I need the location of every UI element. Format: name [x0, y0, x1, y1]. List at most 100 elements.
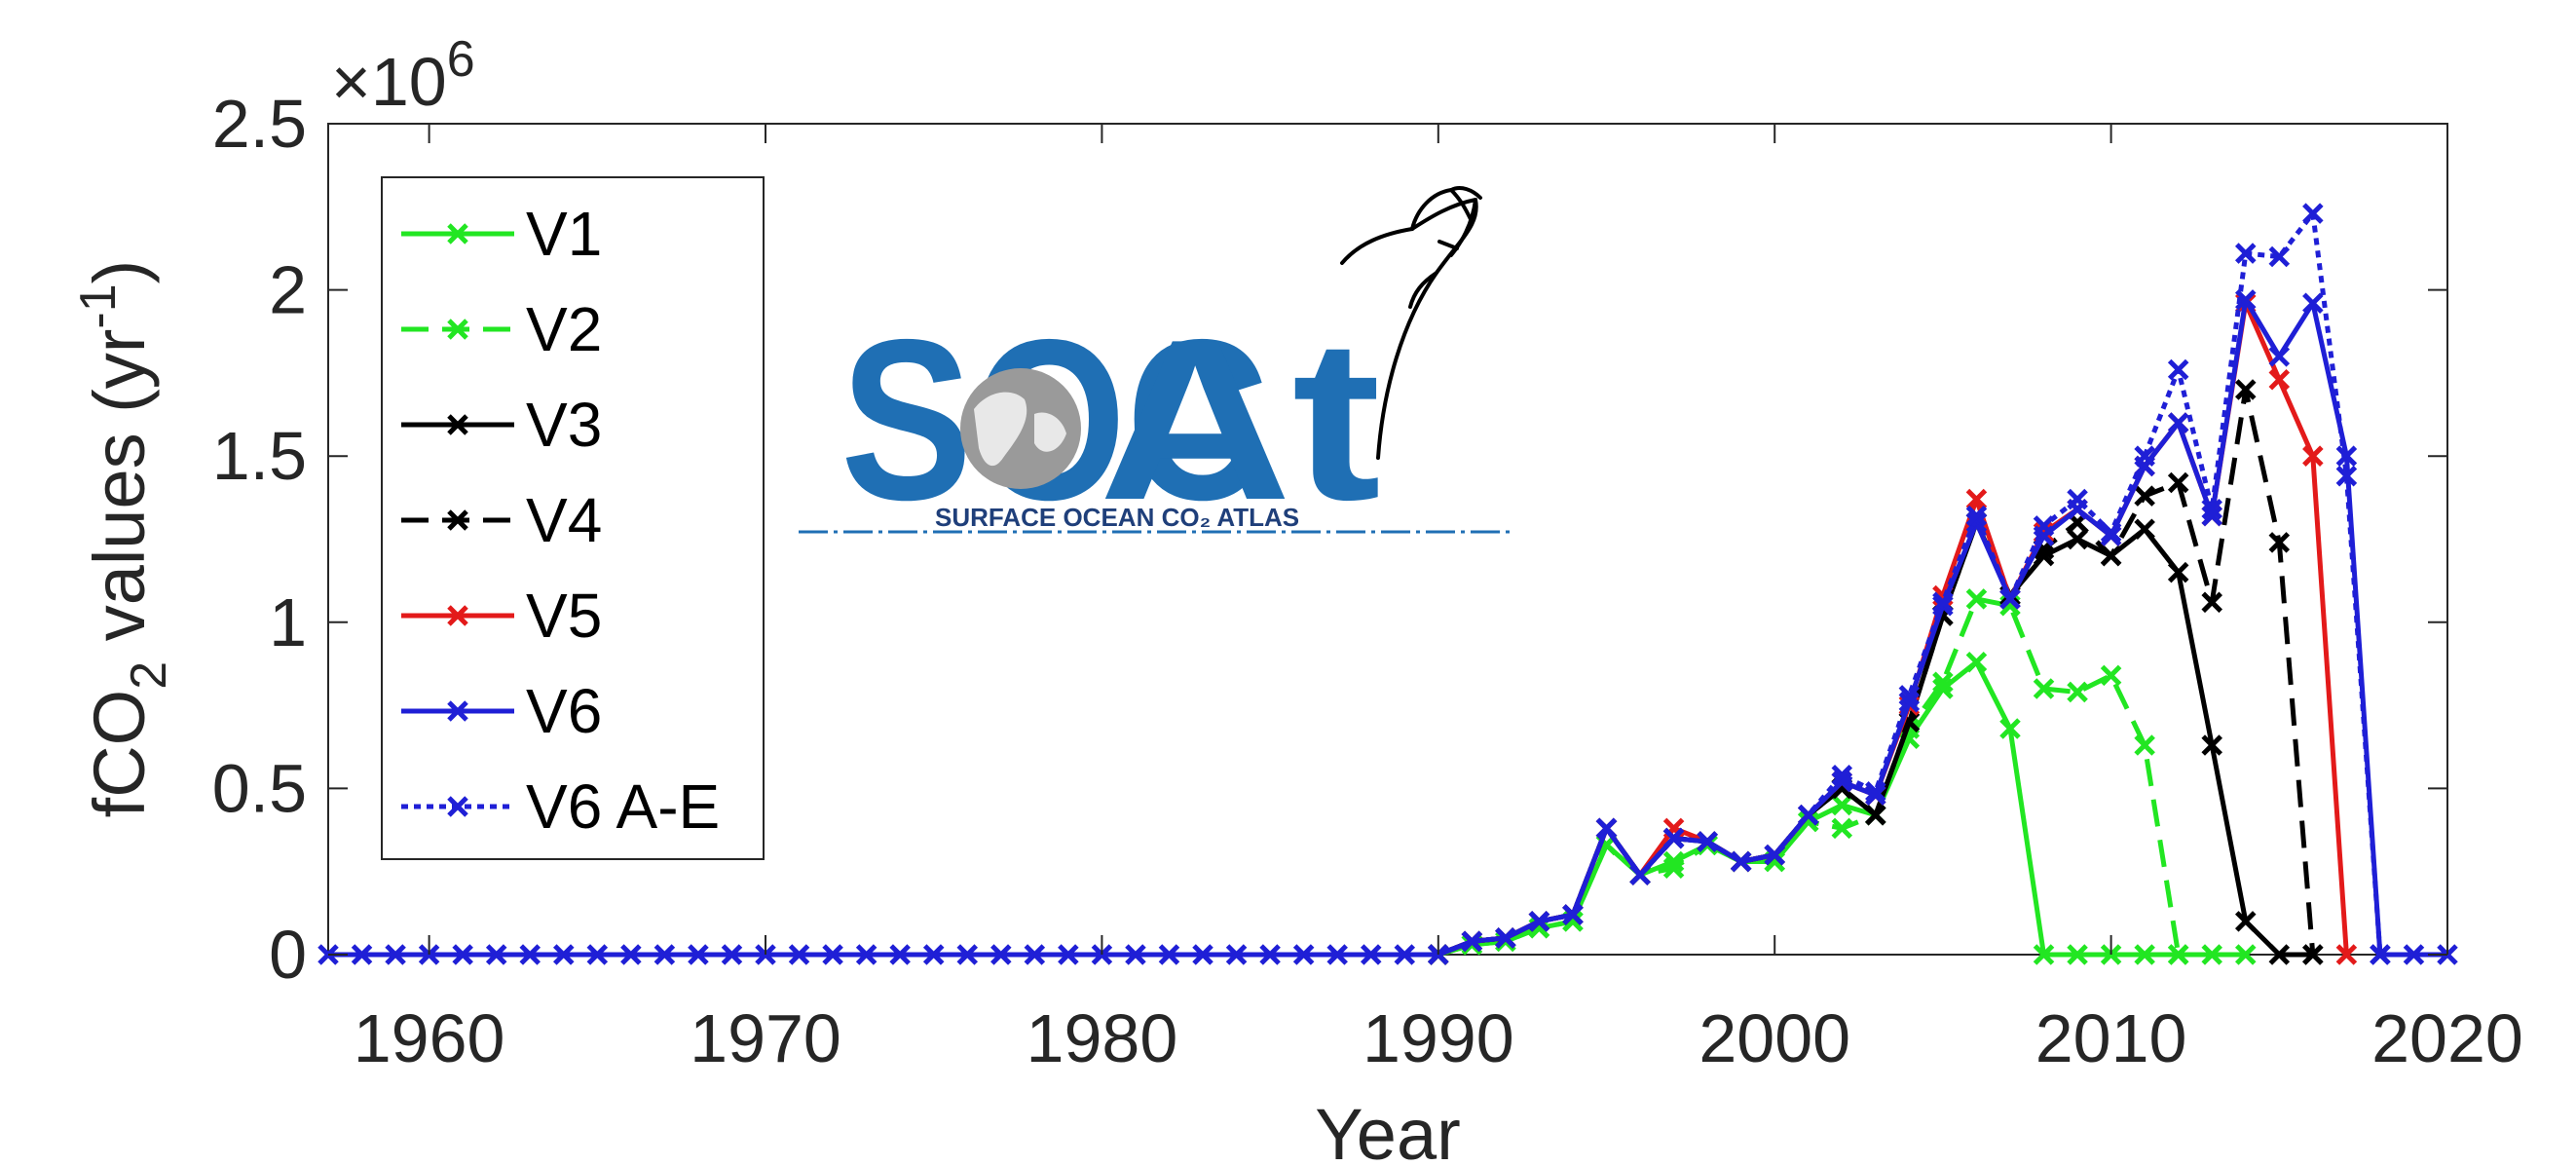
data-point	[2234, 289, 2257, 311]
data-point	[1697, 831, 1718, 852]
data-point	[688, 944, 709, 965]
y-tick-label: 1	[269, 584, 307, 660]
x-tick-label: 2010	[2035, 1000, 2187, 1076]
data-point	[1562, 904, 1584, 925]
data-point	[855, 944, 877, 965]
data-point	[351, 944, 373, 965]
data-point	[1999, 588, 2021, 610]
data-point	[586, 944, 609, 965]
data-point	[2268, 944, 2291, 965]
data-point	[2302, 292, 2324, 315]
data-point	[1192, 944, 1213, 965]
data-point	[2033, 944, 2055, 965]
x-tick-label: 2000	[1699, 1000, 1850, 1076]
data-point	[452, 944, 473, 965]
data-point	[2335, 465, 2358, 487]
data-point	[1965, 651, 1988, 673]
data-point	[2403, 944, 2425, 965]
legend-entry: V5	[401, 581, 602, 651]
x-tick-labels: 1960 1970 1980 1990 2000 2010 2020	[354, 1000, 2523, 1076]
data-point	[519, 944, 541, 965]
data-point	[2100, 545, 2122, 567]
data-point	[2201, 734, 2222, 756]
data-point	[2234, 243, 2257, 264]
logo-tagline: SURFACE OCEAN CO₂ ATLAS	[935, 503, 1299, 532]
data-point	[2134, 445, 2155, 467]
data-point	[1999, 718, 2021, 739]
legend-label: V1	[526, 199, 602, 269]
data-point	[1225, 944, 1248, 965]
data-point	[1360, 944, 1382, 965]
y-exponent-label: ×106	[331, 31, 475, 120]
data-point	[2201, 591, 2222, 614]
data-point	[2167, 358, 2189, 381]
data-point	[1495, 927, 1516, 949]
data-point	[1125, 944, 1146, 965]
data-point	[889, 944, 911, 965]
data-point	[2134, 944, 2155, 965]
data-point	[2033, 515, 2055, 537]
data-point	[2302, 944, 2324, 965]
series-line	[328, 297, 2447, 958]
data-point	[1461, 930, 1483, 953]
series-line	[1437, 210, 2383, 958]
data-point	[2134, 485, 2155, 507]
legend-label: V6	[526, 676, 602, 746]
data-point	[2067, 681, 2088, 703]
data-point	[2234, 944, 2257, 965]
y-axis-title: fCO2 values (yr-1)	[70, 260, 177, 818]
y-tick-labels: 0 0.5 1 1.5 2 2.5	[212, 86, 307, 993]
data-point	[2268, 532, 2291, 553]
x-axis-title: Year	[1315, 1094, 1461, 1166]
legend-entry: V6	[401, 676, 602, 746]
legend-marker	[447, 223, 468, 244]
data-point	[2302, 445, 2324, 467]
y-tick-label: 0.5	[212, 750, 307, 826]
data-point	[1764, 844, 1785, 866]
data-point	[1528, 911, 1550, 932]
logo-wordmark-end: At	[1099, 291, 1381, 547]
data-point	[2167, 561, 2189, 583]
data-point	[2234, 911, 2257, 932]
data-point	[385, 944, 406, 965]
data-point	[2268, 245, 2291, 268]
ticks-layer	[328, 123, 2448, 956]
data-point	[653, 944, 676, 965]
data-point	[1932, 591, 1954, 614]
data-point	[2370, 944, 2391, 965]
legend-marker	[447, 700, 468, 722]
data-point	[2067, 944, 2088, 965]
legend-marker	[447, 605, 468, 626]
data-point	[1259, 944, 1281, 965]
data-point	[620, 944, 642, 965]
cat-head-icon	[1340, 186, 1482, 460]
data-point	[1394, 944, 1416, 965]
data-point	[1024, 944, 1046, 965]
data-point	[2067, 488, 2088, 510]
data-point	[1730, 850, 1752, 873]
legend-label: V3	[526, 390, 602, 460]
data-point	[1965, 505, 1988, 527]
data-point	[2167, 471, 2189, 494]
data-point	[2268, 346, 2291, 367]
data-point	[1831, 764, 1853, 786]
data-point	[956, 944, 979, 965]
data-point	[2167, 944, 2189, 965]
data-point	[2201, 944, 2222, 965]
data-point	[1595, 817, 1618, 840]
socat-logo: SOC At SURFACE OCEAN CO₂ ATLAS	[799, 186, 1510, 547]
x-tick-label: 1980	[1027, 1000, 1178, 1076]
legend-marker	[447, 319, 468, 340]
legend-entry: V3	[401, 390, 602, 460]
data-point	[1932, 678, 1954, 699]
data-point	[1058, 944, 1079, 965]
data-point	[2335, 445, 2358, 467]
legend-entry: V4	[401, 485, 602, 555]
data-point	[788, 944, 810, 965]
x-tick-label: 1960	[354, 1000, 505, 1076]
data-point	[2067, 528, 2088, 550]
data-point	[1629, 864, 1651, 885]
legend-marker	[447, 796, 468, 817]
data-point	[2335, 944, 2358, 965]
legend-marker	[447, 414, 468, 435]
